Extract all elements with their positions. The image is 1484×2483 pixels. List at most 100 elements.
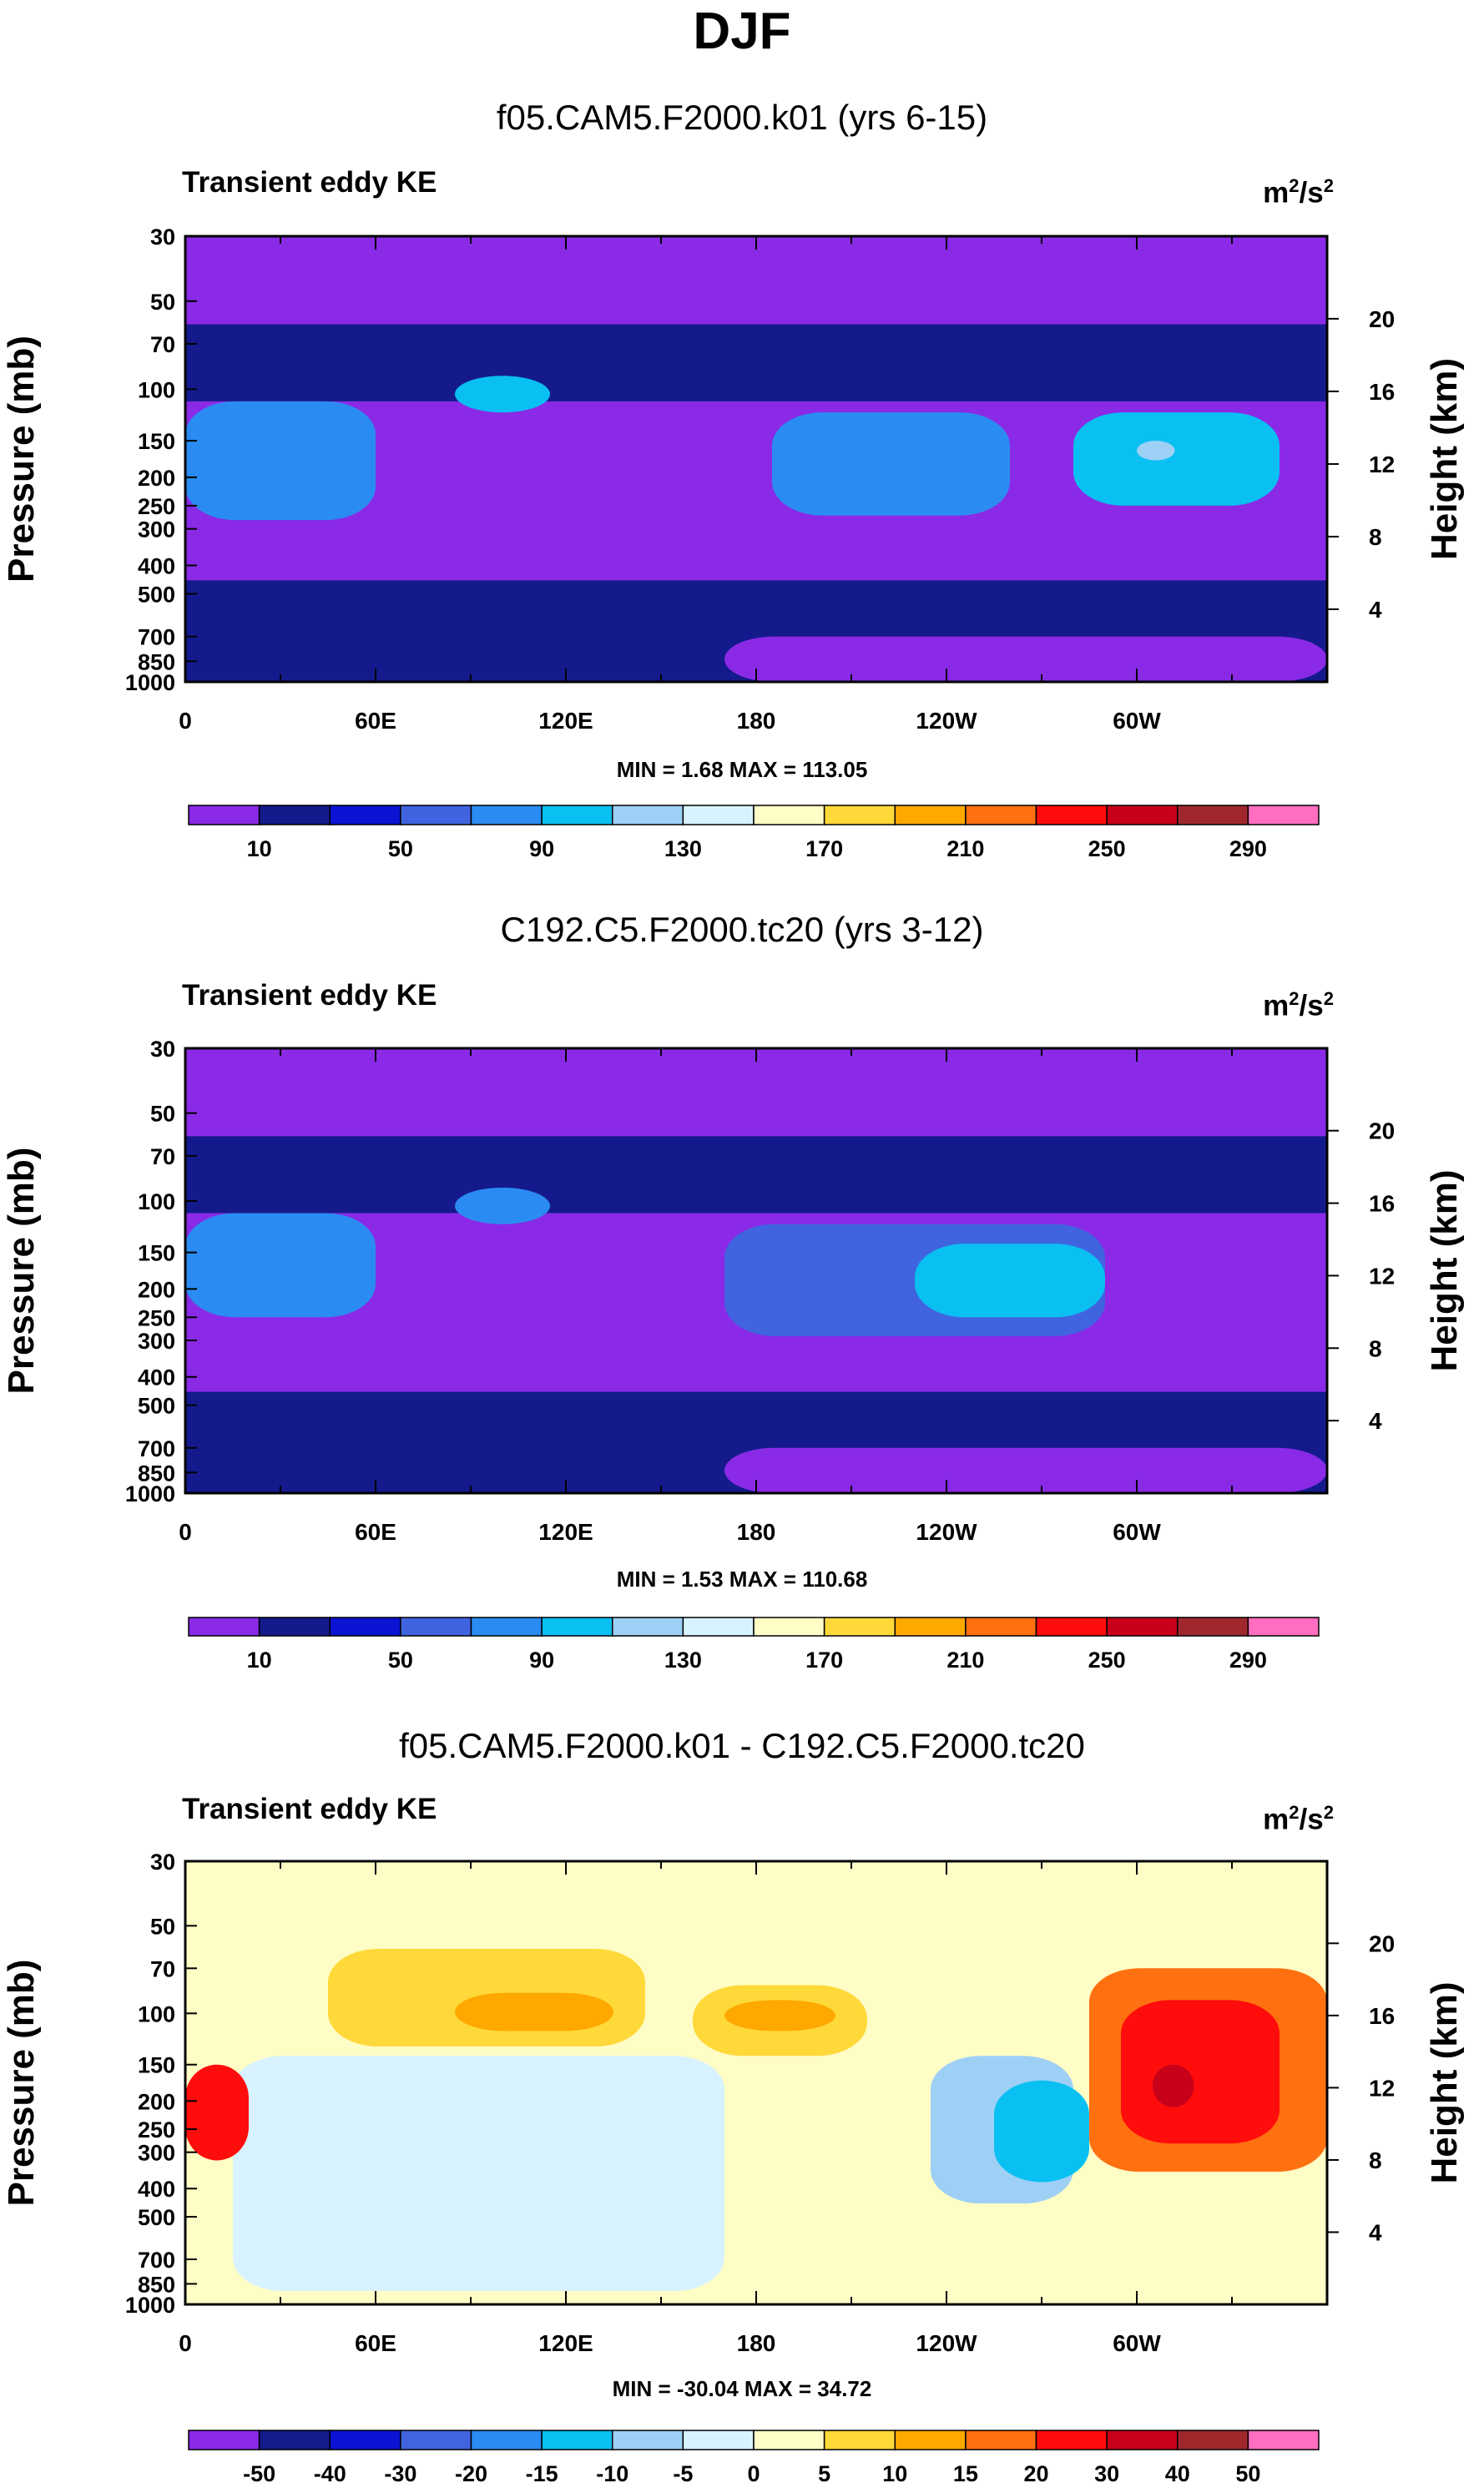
colorbar-box [682,1617,755,1637]
panel-2-units: m2/s2 [1263,988,1334,1022]
page-title: DJF [693,3,791,60]
colorbar-label: 50 [388,1648,413,1673]
contour-region [915,1244,1105,1318]
left-axis-label: Pressure (mb) [1,1148,42,1395]
panel-3-title: f05.CAM5.F2000.k01 - C192.C5.F2000.tc20 [399,1726,1085,1765]
colorbar-label: -40 [314,2461,346,2483]
right-axis-label: Height (km) [1424,1982,1465,2184]
contour-region [1121,2000,1280,2144]
y-tick-label: 400 [138,2177,175,2202]
y2-tick-label: 4 [1369,1408,1382,1434]
colorbar-box [1247,805,1320,825]
x-tick-label: 120W [916,2330,977,2356]
y-tick-label: 300 [138,517,175,543]
contour-region [455,1992,613,2031]
colorbar-box [682,2430,755,2450]
colorbar-box [329,1617,401,1637]
x-tick-label: 60E [355,1519,396,1545]
colorbar-box [1106,2430,1179,2450]
y-tick-label: 30 [150,1850,175,1875]
colorbar-box [541,805,613,825]
y-tick-label: 500 [138,582,175,607]
contour-region [185,1136,1327,1214]
contour-region [772,412,1010,516]
y2-tick-label: 4 [1369,597,1382,623]
x-tick-label: 0 [179,1519,192,1545]
colorbar-box [1177,2430,1249,2450]
panel-2-stats: MIN = 1.53 MAX = 110.68 [616,1567,868,1592]
colorbar-box [612,805,684,825]
colorbar-label: 15 [953,2461,978,2483]
y-tick-label: 150 [138,1241,175,1266]
colorbar-label: 290 [1229,836,1267,861]
colorbar-box [470,1617,543,1637]
colorbar-box [1035,1617,1108,1637]
y-tick-label: 100 [138,1189,175,1214]
colorbar-box [894,805,967,825]
y2-tick-label: 16 [1369,2003,1395,2029]
colorbar-box [541,1617,613,1637]
y-tick-label: 400 [138,553,175,578]
colorbar-box [1106,1617,1179,1637]
colorbar-label: 290 [1229,1648,1267,1673]
y-tick-label: 300 [138,1329,175,1354]
colorbar-box [965,805,1037,825]
right-axis-label: Height (km) [1424,358,1465,560]
contour-region [185,2064,249,2161]
y2-tick-label: 12 [1369,452,1395,477]
colorbar-box [965,2430,1037,2450]
y-tick-label: 150 [138,2053,175,2078]
x-tick-label: 180 [737,708,776,734]
y-tick-label: 700 [138,1436,175,1461]
colorbar-label: 250 [1088,836,1126,861]
y2-tick-label: 12 [1369,1263,1395,1289]
panel-1-stats: MIN = 1.68 MAX = 113.05 [616,757,868,782]
colorbar-label: 10 [247,836,272,861]
colorbar-box [470,805,543,825]
colorbar-box [1247,1617,1320,1637]
x-tick-label: 0 [179,2330,192,2356]
panel-1-chart: 0 60E 120E 180 120W 60W3050701001502002503004… [1,225,1465,861]
colorbar-label: -30 [384,2461,416,2483]
y2-tick-label: 12 [1369,2075,1395,2101]
colorbar-box [1106,805,1179,825]
y2-tick-label: 4 [1369,2219,1382,2245]
panel-1-title: f05.CAM5.F2000.k01 (yrs 6-15) [496,98,988,137]
colorbar-label: 130 [664,836,702,861]
panel-2-colorbar: 10 50 90 130 170 210 250 290 [188,1617,1320,1673]
y2-tick-label: 8 [1369,1335,1382,1361]
panel-3-colorbar: -50 -40 -30 -20 -15 -10 -5 0 5 10 15 20 30 40 50 [188,2430,1320,2483]
colorbar-box [258,2430,331,2450]
colorbar-box [400,805,472,825]
colorbar-box [188,805,260,825]
y-tick-label: 400 [138,1365,175,1390]
contour-region [1153,2064,1194,2107]
x-tick-label: 60W [1113,2330,1161,2356]
colorbar-box [823,2430,896,2450]
y-tick-label: 50 [150,1102,175,1127]
y-tick-label: 850 [138,649,175,674]
panel-2-variable: Transient eddy KE [182,979,437,1012]
colorbar-label: 5 [818,2461,830,2483]
y-tick-label: 50 [150,290,175,315]
panel-3-stats: MIN = -30.04 MAX = 34.72 [612,2376,872,2401]
colorbar-box [188,2430,260,2450]
colorbar-box [753,2430,825,2450]
contour-region [185,401,376,521]
y2-tick-label: 20 [1369,1118,1395,1144]
colorbar-box [894,1617,967,1637]
y-tick-label: 1000 [125,2293,175,2318]
x-tick-label: 120E [538,1519,593,1545]
x-tick-label: 60E [355,2330,396,2356]
y-tick-label: 500 [138,2205,175,2230]
colorbar-box [258,805,331,825]
y-tick-label: 70 [150,1956,175,1981]
x-tick-label: 0 [179,708,192,734]
colorbar-label: 210 [946,1648,984,1673]
x-tick-label: 60W [1113,1519,1161,1545]
contour-region [185,1213,376,1318]
colorbar-box [682,805,755,825]
contour-region [233,2056,724,2292]
colorbar-box [188,1617,260,1637]
y-tick-label: 70 [150,332,175,357]
